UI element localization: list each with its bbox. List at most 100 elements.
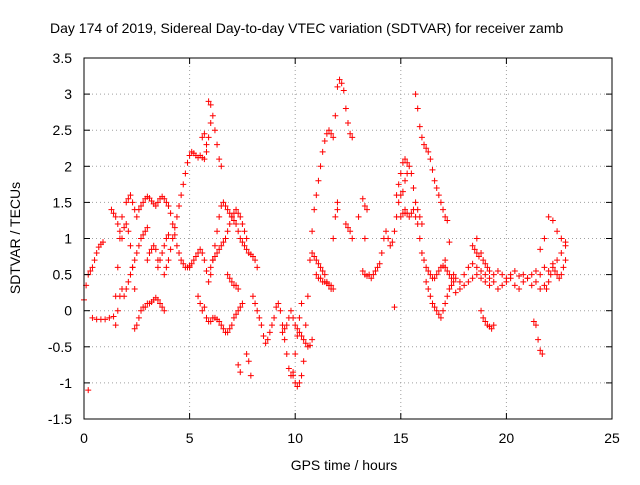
data-point [205, 98, 212, 105]
data-point [427, 156, 434, 163]
data-point [435, 267, 442, 274]
data-point [226, 275, 233, 282]
data-point [138, 307, 145, 314]
data-point [161, 271, 168, 278]
data-point [450, 278, 457, 285]
data-point [395, 199, 402, 206]
data-point [342, 105, 349, 112]
data-point [135, 206, 142, 213]
data-point [91, 257, 98, 264]
data-point [414, 105, 421, 112]
data-point [425, 148, 432, 155]
series-outliers [85, 199, 537, 394]
series-sat-x [342, 221, 356, 242]
data-point [190, 257, 197, 264]
series-sat-p [224, 271, 242, 293]
data-point [239, 221, 246, 228]
data-point [368, 275, 375, 282]
data-point [121, 224, 128, 231]
data-point [370, 271, 377, 278]
data-point [243, 235, 250, 242]
data-point [537, 271, 544, 278]
data-point [226, 325, 233, 332]
data-point [560, 264, 567, 271]
data-point [562, 239, 569, 246]
data-point [412, 213, 419, 220]
series-sat-f [133, 193, 193, 271]
data-point [294, 325, 301, 332]
data-point [161, 195, 168, 202]
data-point [165, 257, 172, 264]
data-point [169, 235, 176, 242]
data-point [364, 206, 371, 213]
data-point [452, 275, 459, 282]
data-point [216, 213, 223, 220]
data-point [446, 286, 453, 293]
data-point [484, 264, 491, 271]
series-sat-ah [478, 307, 497, 332]
data-point [150, 242, 157, 249]
data-point [123, 199, 130, 206]
data-point [372, 267, 379, 274]
data-point [530, 318, 537, 325]
data-point [214, 228, 221, 235]
data-point [235, 210, 242, 217]
data-point [465, 278, 472, 285]
data-point [490, 322, 497, 329]
data-point [520, 271, 527, 278]
data-point [165, 231, 172, 238]
data-point [85, 387, 92, 394]
data-point [247, 372, 254, 379]
data-point [163, 264, 170, 271]
data-point [237, 304, 244, 311]
data-point [469, 242, 476, 249]
data-point [180, 181, 187, 188]
data-point [391, 228, 398, 235]
data-point [114, 307, 121, 314]
data-point [431, 275, 438, 282]
data-point [220, 199, 227, 206]
data-point [511, 282, 518, 289]
data-point [361, 235, 368, 242]
x-tick-label: 25 [604, 430, 620, 446]
data-point [220, 239, 227, 246]
data-point [482, 318, 489, 325]
data-point [233, 282, 240, 289]
data-point [131, 257, 138, 264]
data-point [347, 228, 354, 235]
data-point [154, 296, 161, 303]
data-point [321, 271, 328, 278]
data-point [311, 253, 318, 260]
data-point [220, 325, 227, 332]
data-point [433, 307, 440, 314]
data-point [340, 87, 347, 94]
data-point [361, 203, 368, 210]
data-point [203, 148, 210, 155]
data-point [292, 322, 299, 329]
data-point [235, 286, 242, 293]
data-point [469, 260, 476, 267]
data-point [243, 351, 250, 358]
series-sat-ac [412, 91, 451, 224]
data-point [416, 235, 423, 242]
data-point [423, 145, 430, 152]
data-point [535, 336, 542, 343]
series-sat-af [456, 271, 548, 293]
data-point [197, 300, 204, 307]
data-point [116, 228, 123, 235]
data-point [182, 170, 189, 177]
data-point [131, 286, 138, 293]
y-tick-label: 1.5 [53, 194, 73, 210]
series-sat-ad [423, 275, 459, 321]
data-point [547, 271, 554, 278]
data-point [549, 264, 556, 271]
data-point [418, 134, 425, 141]
data-point [135, 242, 142, 249]
data-point [224, 329, 231, 336]
data-point [317, 163, 324, 170]
data-point [306, 257, 313, 264]
data-point [268, 322, 275, 329]
data-point [235, 307, 242, 314]
data-point [235, 228, 242, 235]
data-point [292, 351, 299, 358]
